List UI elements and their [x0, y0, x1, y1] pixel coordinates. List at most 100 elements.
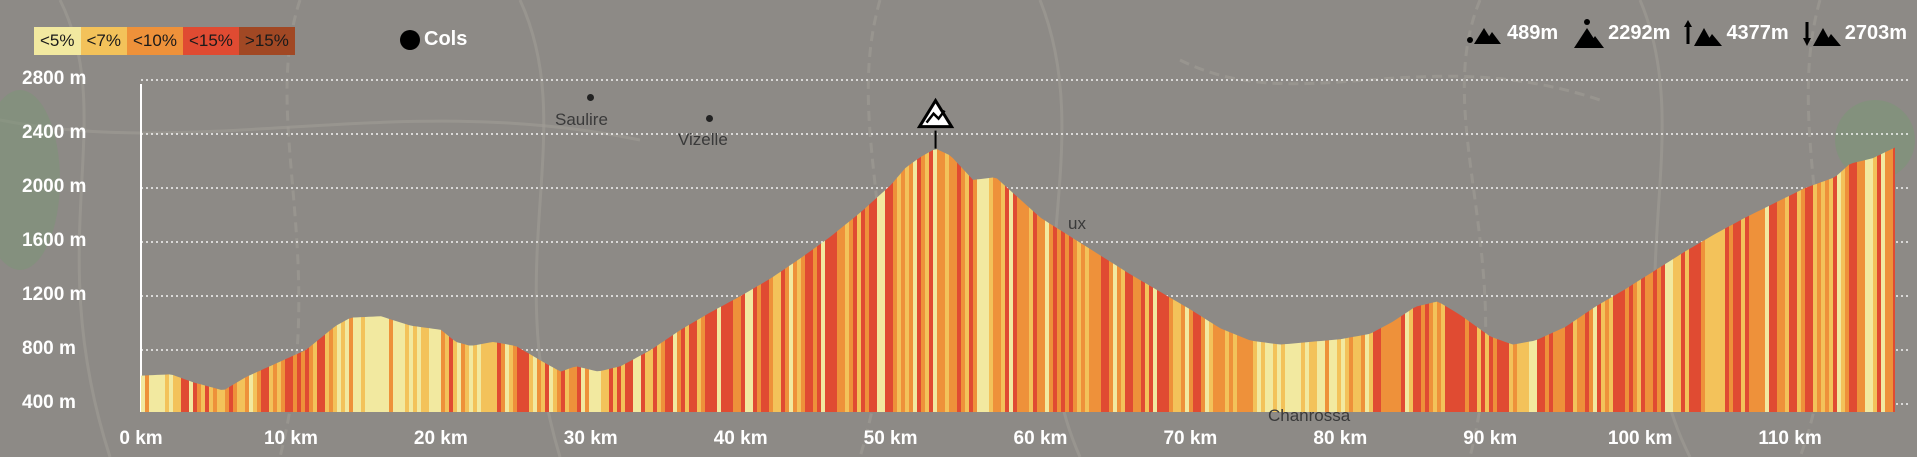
profile-segment	[753, 286, 757, 412]
profile-segment	[1101, 255, 1105, 412]
profile-segment	[509, 344, 513, 412]
profile-segment	[501, 343, 505, 412]
profile-segment	[1353, 336, 1357, 412]
profile-segment	[1141, 280, 1145, 412]
profile-segment	[1893, 147, 1895, 412]
profile-segment	[1869, 158, 1873, 412]
profile-segment	[853, 215, 857, 412]
profile-segment	[257, 370, 261, 412]
profile-segment	[405, 323, 409, 412]
profile-segment	[1633, 281, 1637, 412]
map-point-saulire	[587, 94, 594, 101]
profile-segment	[541, 360, 545, 412]
map-road-line	[1462, 0, 1488, 457]
profile-segment	[197, 383, 201, 412]
profile-segment	[845, 221, 849, 412]
profile-segment	[633, 357, 637, 412]
profile-segment	[1225, 330, 1229, 412]
profile-segment	[433, 328, 437, 412]
profile-segment	[893, 177, 897, 412]
profile-segment	[1349, 336, 1353, 412]
profile-segment	[393, 320, 397, 412]
profile-segment	[225, 387, 229, 412]
profile-segment	[1273, 343, 1277, 412]
profile-segment	[381, 316, 385, 412]
profile-segment	[461, 343, 465, 412]
profile-segment	[1381, 325, 1385, 412]
profile-segment	[789, 263, 793, 412]
profile-segment	[685, 324, 689, 412]
profile-segment	[805, 252, 809, 412]
profile-segment	[949, 154, 953, 413]
ascent-icon	[1684, 20, 1723, 46]
profile-segment	[1365, 334, 1369, 412]
profile-segment	[1133, 275, 1137, 412]
profile-segment	[725, 302, 729, 412]
profile-segment	[1641, 276, 1645, 412]
profile-segment	[901, 168, 905, 412]
profile-segment	[741, 293, 745, 412]
profile-segment	[1441, 303, 1445, 412]
profile-segment	[141, 375, 145, 412]
profile-segment	[1765, 205, 1769, 412]
profile-segment	[1577, 316, 1581, 412]
profile-segment	[1229, 331, 1233, 412]
profile-segment	[1333, 339, 1337, 412]
profile-segment	[1221, 328, 1225, 412]
profile-segment	[165, 374, 169, 412]
profile-segment	[573, 366, 577, 412]
profile-segment	[1285, 343, 1289, 412]
profile-segment	[1589, 308, 1593, 412]
profile-segment	[1785, 195, 1789, 412]
profile-segment	[477, 344, 481, 412]
cols-toggle[interactable]: Cols	[400, 28, 467, 51]
profile-segment	[1413, 306, 1417, 412]
profile-segment	[1185, 306, 1189, 412]
profile-segment	[1821, 180, 1825, 412]
profile-segment	[1661, 264, 1665, 412]
profile-segment	[1369, 332, 1373, 412]
map-forest-area	[0, 90, 60, 270]
profile-segment	[1301, 342, 1305, 412]
profile-segment	[1153, 287, 1157, 412]
profile-segment	[209, 386, 213, 412]
profile-segment	[261, 368, 265, 412]
profile-segment	[1205, 318, 1209, 412]
profile-segment	[489, 341, 493, 412]
profile-segment	[1157, 289, 1161, 412]
profile-segment	[1825, 179, 1829, 412]
profile-segment	[1509, 343, 1513, 412]
profile-segment	[749, 288, 753, 412]
profile-segment	[253, 372, 257, 412]
profile-segment	[1057, 228, 1061, 412]
profile-segment	[361, 316, 365, 412]
profile-segment	[349, 317, 353, 412]
profile-segment	[1789, 193, 1793, 412]
profile-segment	[1037, 214, 1041, 412]
profile-segment	[1485, 332, 1489, 412]
profile-segment	[1549, 332, 1553, 412]
profile-segment	[617, 366, 621, 412]
profile-segment	[1713, 232, 1717, 412]
profile-segment	[1709, 235, 1713, 412]
profile-segment	[1009, 189, 1013, 412]
profile-segment	[1753, 211, 1757, 412]
profile-segment	[997, 178, 1001, 412]
profile-segment	[825, 237, 829, 412]
profile-segment	[1593, 305, 1597, 412]
profile-segment	[1605, 298, 1609, 412]
profile-segment	[1853, 162, 1857, 412]
profile-segment	[1025, 203, 1029, 412]
profile-segment	[841, 224, 845, 412]
profile-segment	[241, 377, 245, 412]
profile-segment	[977, 178, 981, 412]
profile-segment	[1173, 299, 1177, 412]
profile-segment	[1321, 340, 1325, 412]
legend-item-lt7: <7%	[80, 27, 127, 55]
profile-segment	[317, 337, 321, 412]
profile-segment	[581, 367, 585, 412]
profile-segment	[565, 368, 569, 412]
profile-segment	[1461, 315, 1465, 412]
